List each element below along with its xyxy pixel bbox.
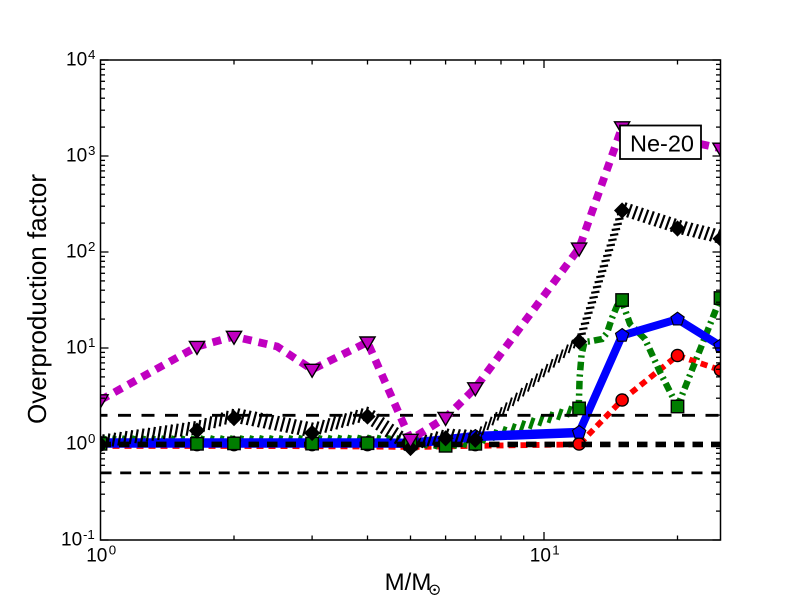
svg-text:10: 10: [66, 50, 87, 71]
svg-text:-1: -1: [83, 527, 95, 542]
svg-text:4: 4: [88, 47, 95, 62]
svg-text:10: 10: [61, 530, 82, 551]
svg-text:10: 10: [66, 434, 87, 455]
svg-text:1: 1: [552, 543, 559, 558]
svg-text:Ne-20: Ne-20: [630, 131, 694, 157]
svg-text:M/M: M/M: [385, 569, 432, 596]
svg-text:Overproduction factor: Overproduction factor: [22, 174, 52, 424]
svg-text:10: 10: [66, 242, 87, 263]
svg-text:10: 10: [86, 546, 107, 567]
svg-text:10: 10: [66, 146, 87, 167]
svg-text:2: 2: [88, 239, 95, 254]
svg-text:3: 3: [88, 143, 95, 158]
svg-text:10: 10: [66, 338, 87, 359]
svg-text:10: 10: [530, 546, 551, 567]
svg-text:0: 0: [88, 431, 95, 446]
svg-text:1: 1: [88, 335, 95, 350]
svg-text:0: 0: [109, 543, 116, 558]
